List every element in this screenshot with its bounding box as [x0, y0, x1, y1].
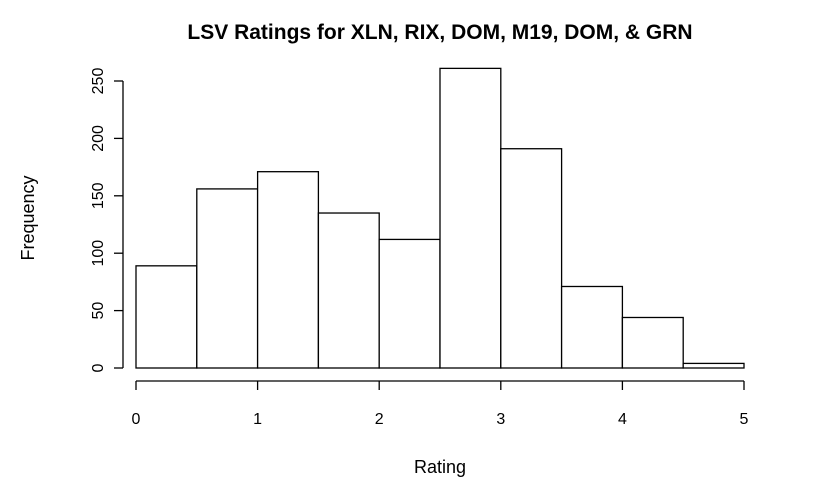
- y-tick-label: 100: [90, 240, 107, 267]
- x-tick-label: 3: [496, 411, 505, 428]
- y-tick-label: 50: [90, 302, 107, 320]
- y-tick-label: 200: [90, 125, 107, 152]
- y-axis-label: Frequency: [18, 175, 38, 260]
- y-tick-label: 250: [90, 68, 107, 95]
- chart-title: LSV Ratings for XLN, RIX, DOM, M19, DOM,…: [187, 21, 692, 44]
- histogram-bar: [560, 285, 624, 369]
- x-axis-label: Rating: [414, 457, 466, 477]
- histogram-bar: [135, 265, 198, 369]
- histogram-bar: [682, 362, 745, 369]
- histogram-bar: [500, 148, 563, 369]
- x-tick-label: 2: [375, 411, 384, 428]
- histogram-bar: [378, 238, 441, 369]
- x-tick-label: 1: [253, 411, 262, 428]
- histogram-bar: [439, 67, 502, 369]
- x-axis: 0 1 2 3 4 5: [132, 380, 749, 428]
- x-tick-label: 4: [618, 411, 627, 428]
- x-tick-label: 0: [132, 411, 141, 428]
- histogram-bar: [317, 212, 380, 369]
- x-tick-label: 5: [740, 411, 749, 428]
- y-tick-label: 150: [90, 182, 107, 209]
- histogram-bar: [196, 188, 259, 369]
- bars-group: [135, 67, 745, 369]
- histogram-bar: [621, 316, 684, 369]
- y-axis: 0 50 100 150 200 250: [90, 68, 124, 372]
- y-tick-label: 0: [90, 363, 107, 372]
- histogram-bar: [256, 171, 320, 369]
